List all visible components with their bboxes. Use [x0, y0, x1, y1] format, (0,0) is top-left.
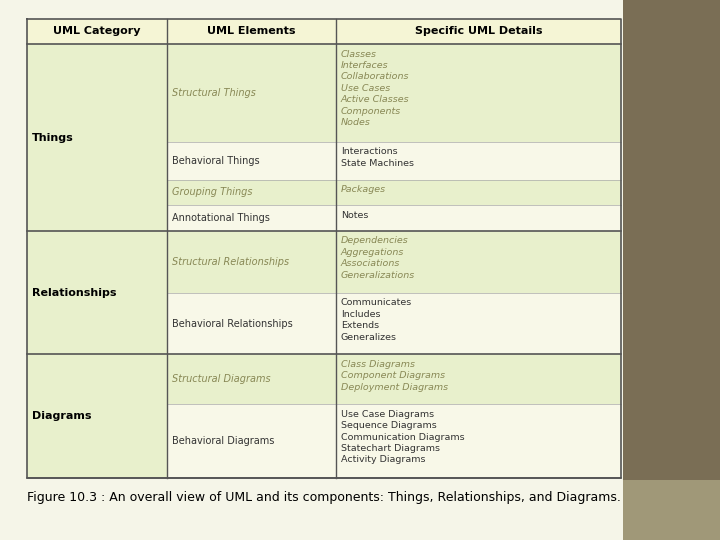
Text: Diagrams: Diagrams	[32, 411, 92, 421]
Text: UML Category: UML Category	[53, 26, 141, 37]
Text: Interactions
State Machines: Interactions State Machines	[341, 147, 414, 168]
Text: UML Elements: UML Elements	[207, 26, 296, 37]
Bar	[167, 205, 336, 231]
Text: Structural Diagrams: Structural Diagrams	[172, 374, 271, 384]
Text: Dependencies
Aggregations
Associations
Generalizations: Dependencies Aggregations Associations G…	[341, 237, 415, 280]
Text: Notes: Notes	[341, 211, 369, 220]
Text: Use Case Diagrams
Sequence Diagrams
Communication Diagrams
Statechart Diagrams
A: Use Case Diagrams Sequence Diagrams Comm…	[341, 410, 464, 464]
Bar	[336, 354, 621, 404]
Bar	[27, 44, 167, 231]
Text: Behavioral Diagrams: Behavioral Diagrams	[172, 436, 274, 446]
Bar	[27, 19, 621, 478]
Text: Packages: Packages	[341, 185, 386, 194]
Text: Things: Things	[32, 132, 74, 143]
Text: Behavioral Things: Behavioral Things	[172, 156, 259, 166]
Bar	[336, 293, 621, 354]
Bar	[336, 205, 621, 231]
Text: Annotational Things: Annotational Things	[172, 213, 270, 223]
Bar	[623, 480, 720, 540]
Bar	[167, 142, 336, 179]
Bar	[336, 44, 621, 142]
Text: Grouping Things: Grouping Things	[172, 187, 252, 198]
Bar	[27, 354, 167, 478]
Text: Behavioral Relationships: Behavioral Relationships	[172, 319, 292, 328]
Text: Class Diagrams
Component Diagrams
Deployment Diagrams: Class Diagrams Component Diagrams Deploy…	[341, 360, 448, 392]
Bar	[27, 19, 621, 44]
Bar	[167, 354, 336, 404]
Bar	[623, 0, 720, 480]
Text: Relationships: Relationships	[32, 288, 117, 298]
Bar	[27, 231, 167, 354]
Text: Structural Things: Structural Things	[172, 88, 256, 98]
Text: Communicates
Includes
Extends
Generalizes: Communicates Includes Extends Generalize…	[341, 298, 412, 341]
Bar	[336, 179, 621, 205]
Bar	[0, 0, 623, 540]
Text: Specific UML Details: Specific UML Details	[415, 26, 542, 37]
Bar	[336, 404, 621, 478]
Bar	[336, 231, 621, 293]
Bar	[167, 404, 336, 478]
Text: Classes
Interfaces
Collaborations
Use Cases
Active Classes
Components
Nodes: Classes Interfaces Collaborations Use Ca…	[341, 50, 410, 127]
Bar	[167, 179, 336, 205]
Bar	[167, 44, 336, 142]
Text: Structural Relationships: Structural Relationships	[172, 257, 289, 267]
Bar	[167, 231, 336, 293]
Bar	[167, 293, 336, 354]
Bar	[336, 142, 621, 179]
Text: Figure 10.3 : An overall view of UML and its components: Things, Relationships, : Figure 10.3 : An overall view of UML and…	[27, 491, 621, 504]
